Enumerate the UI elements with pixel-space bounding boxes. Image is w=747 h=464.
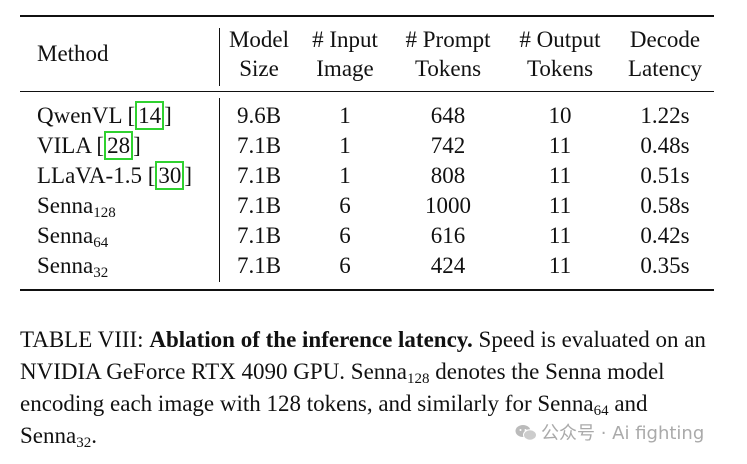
table-cell: 6 (339, 253, 351, 278)
table-cell: 1000 (425, 193, 471, 218)
table-cell: 742 (430, 133, 466, 158)
table-cell: 808 (430, 163, 466, 188)
table-column-divider (219, 28, 220, 86)
method-name: LLaVA-1.5 [30] (37, 161, 193, 190)
citation-link[interactable]: 14 (135, 101, 165, 130)
table-top-rule (20, 15, 714, 17)
table-cell: 11 (548, 223, 572, 248)
table-cell: 0.58s (640, 193, 690, 218)
column-header: Decode (629, 27, 701, 52)
column-header: # Input (312, 27, 378, 52)
table-cell: 7.1B (236, 253, 282, 278)
method-name: Senna32 (37, 253, 109, 281)
column-header: Tokens (526, 56, 594, 81)
table-cell: 0.35s (640, 253, 690, 278)
citation-link[interactable]: 28 (104, 131, 134, 160)
table-cell: 10 (548, 103, 572, 128)
table-cell: 7.1B (236, 163, 282, 188)
table-cell: 7.1B (236, 133, 282, 158)
table-column-divider (219, 98, 220, 282)
column-header: Latency (627, 56, 703, 81)
column-header: Method (37, 41, 109, 66)
column-header: Size (239, 56, 279, 81)
method-name: Senna64 (37, 223, 109, 251)
table-cell: 424 (430, 253, 466, 278)
table-cell: 9.6B (236, 103, 282, 128)
citation-link[interactable]: 30 (155, 161, 185, 190)
table-cell: 1.22s (640, 103, 690, 128)
table-cell: 0.51s (640, 163, 690, 188)
table-cell: 7.1B (236, 223, 282, 248)
method-name: QwenVL [14] (37, 101, 172, 130)
table-cell: 648 (430, 103, 466, 128)
table-cell: 6 (339, 223, 351, 248)
table-cell: 11 (548, 253, 572, 278)
method-name: Senna128 (37, 193, 116, 221)
caption-title: Ablation of the inference latency. (149, 327, 473, 352)
table-bottom-rule (20, 289, 714, 291)
table-cell: 11 (548, 193, 572, 218)
watermark-text: 公众号 · Ai fighting (541, 423, 705, 444)
watermark: 公众号 · Ai fighting (515, 419, 704, 445)
column-header: Image (316, 56, 374, 81)
table-cell: 1 (339, 133, 351, 158)
table-cell: 1 (339, 163, 351, 188)
table-cell: 0.48s (640, 133, 690, 158)
table-cell: 6 (339, 193, 351, 218)
column-header: # Prompt (405, 27, 491, 52)
column-header: Model (228, 27, 290, 52)
caption-label: TABLE VIII: (20, 327, 150, 352)
table-caption: TABLE VIII: Ablation of the inference la… (20, 327, 706, 451)
method-name: VILA [28] (37, 131, 141, 160)
table-cell: 11 (548, 133, 572, 158)
table-cell: 1 (339, 103, 351, 128)
table-cell: 616 (430, 223, 466, 248)
table-cell: 7.1B (236, 193, 282, 218)
table-cell: 11 (548, 163, 572, 188)
table-header-rule (20, 91, 714, 92)
table-cell: 0.42s (640, 223, 690, 248)
column-header: Tokens (414, 56, 482, 81)
column-header: # Output (519, 27, 601, 52)
wechat-icon (515, 425, 537, 441)
